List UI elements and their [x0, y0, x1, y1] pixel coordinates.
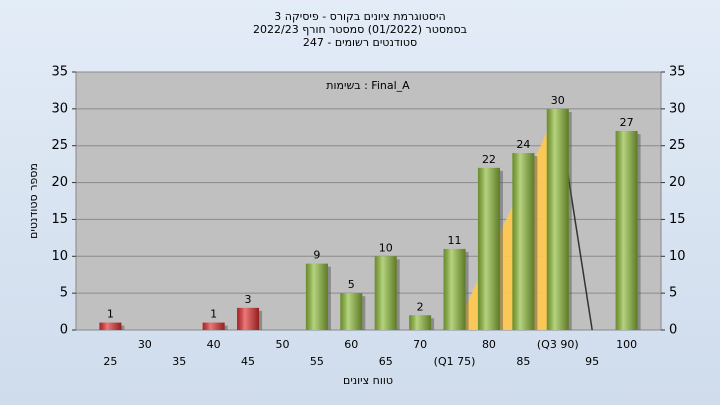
value-label: 22	[482, 153, 496, 166]
bar-shine	[340, 293, 363, 330]
x-tick-label: 70	[413, 338, 427, 351]
value-label: 11	[448, 234, 462, 247]
value-label: 24	[516, 138, 530, 151]
value-label: 3	[245, 293, 252, 306]
bar-shine	[409, 315, 432, 330]
value-label: 1	[210, 308, 217, 321]
value-label: 27	[620, 116, 634, 129]
chart-title: היסטוגרמת ציונים בקורס - פיסיקה 3	[274, 10, 445, 23]
y-tick-label: 5	[60, 286, 68, 301]
x-tick-label: 100	[616, 338, 637, 351]
value-label: 1	[107, 308, 114, 321]
value-label: 2	[417, 300, 424, 313]
plot-area	[75, 71, 662, 331]
value-label: 9	[313, 249, 320, 262]
bar-shine	[237, 307, 260, 330]
y-tick-label: 20	[51, 175, 68, 190]
y-tick-label: 25	[51, 138, 68, 153]
x-tick-label: 60	[344, 338, 358, 351]
y-tick-label: 0	[669, 323, 677, 338]
x-tick-label: 35	[172, 355, 186, 368]
x-tick-label: 30	[138, 338, 152, 351]
y-tick-label: 5	[669, 286, 677, 301]
x-tick-label: 45	[241, 355, 255, 368]
bar-shine	[546, 108, 569, 330]
bar-shine	[615, 130, 638, 330]
x-tick-label: 50	[275, 338, 289, 351]
y-tick-label: 15	[669, 212, 686, 227]
bar-shine	[374, 256, 397, 330]
x-tick-label: 85	[516, 355, 530, 368]
y-tick-label: 35	[669, 65, 686, 80]
bar-shine	[443, 248, 466, 330]
bar-shine	[99, 322, 122, 330]
y-tick-label: 30	[669, 101, 686, 116]
chart-subtitle: בסמסטר (01/2022) סמסטר חורף 2022/23	[253, 23, 467, 36]
value-label: 30	[551, 94, 565, 107]
x-tick-label: 80	[482, 338, 496, 351]
y-tick-label: 35	[51, 65, 68, 80]
x-axis-label: טווח ציונים	[343, 374, 393, 387]
bar-shine	[512, 153, 535, 330]
value-label: 10	[379, 241, 393, 254]
chart-subtitle: סטודנטים רשומים - 247	[303, 36, 417, 49]
y-tick-label: 20	[669, 175, 686, 190]
y-tick-label: 25	[669, 138, 686, 153]
y-tick-label: 30	[51, 101, 68, 116]
x-tick-label: (Q1 75)	[434, 355, 476, 368]
bar-shine	[477, 167, 500, 330]
x-tick-label: 40	[207, 338, 221, 351]
x-tick-label: 55	[310, 355, 324, 368]
y-tick-label: 0	[60, 323, 68, 338]
y-tick-label: 10	[51, 249, 68, 264]
x-tick-label: 65	[379, 355, 393, 368]
y-axis-label: מספר סטודנטים	[27, 163, 40, 239]
value-label: 5	[348, 278, 355, 291]
bar-shine	[202, 322, 225, 330]
x-tick-label: (Q3 90)	[537, 338, 579, 351]
y-tick-label: 10	[669, 249, 686, 264]
annotation: בשימות : Final_A	[326, 79, 410, 92]
x-tick-label: 95	[585, 355, 599, 368]
bar-shine	[305, 263, 328, 330]
x-tick-label: 25	[103, 355, 117, 368]
y-tick-label: 15	[51, 212, 68, 227]
